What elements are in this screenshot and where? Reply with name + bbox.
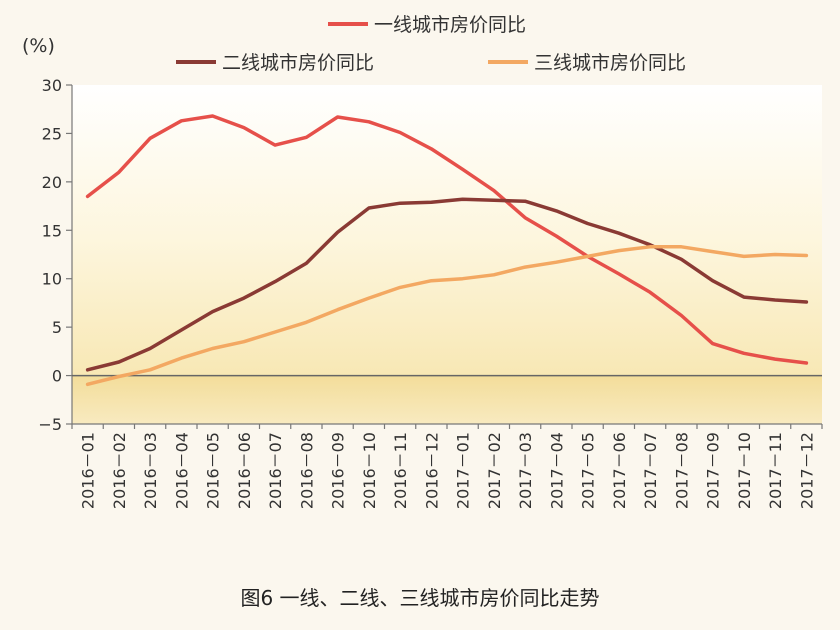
legend: 一线城市房价同比 二线城市房价同比 三线城市房价同比 xyxy=(176,14,686,74)
x-tick-label: 2016－05 xyxy=(204,432,223,509)
axes: −5 0 5 10 15 20 25 30 2016－01 2016－02 2016－03 2016－… xyxy=(38,76,823,509)
x-tick-label: 2017－08 xyxy=(672,432,691,509)
x-tick-label: 2016－01 xyxy=(79,432,98,509)
x-tick-label: 2017－10 xyxy=(735,432,754,509)
x-tick-label: 2017－03 xyxy=(516,432,535,509)
plot-area xyxy=(72,85,822,424)
x-tick-label: 2017－12 xyxy=(797,432,816,509)
x-tick-label: 2016－07 xyxy=(266,432,285,509)
x-tick-label: 2016－09 xyxy=(329,432,348,509)
x-tick-label: 2017－04 xyxy=(547,432,566,509)
figure-caption: 图6 一线、二线、三线城市房价同比走势 xyxy=(240,586,599,610)
legend-label-tier1: 一线城市房价同比 xyxy=(374,14,526,36)
y-tick-label: 5 xyxy=(52,318,62,337)
x-tick-label: 2017－11 xyxy=(766,432,785,509)
x-tick-label: 2017－01 xyxy=(454,432,473,509)
x-tick-label: 2016－12 xyxy=(422,432,441,509)
y-tick-label: 25 xyxy=(42,124,62,143)
x-tick-label: 2016－04 xyxy=(172,432,191,509)
negative-zone xyxy=(72,375,822,424)
legend-label-tier2: 二线城市房价同比 xyxy=(222,52,374,74)
x-tick-label: 2016－08 xyxy=(297,432,316,509)
y-axis-unit-label: (%) xyxy=(22,35,55,57)
y-tick-label: 15 xyxy=(42,221,62,240)
x-tick-label: 2017－06 xyxy=(610,432,629,509)
y-tick-label: −5 xyxy=(38,415,62,434)
series-line-1 xyxy=(85,114,809,365)
series-line-3 xyxy=(85,245,809,387)
y-tick-label: 20 xyxy=(42,173,62,192)
x-tick-label: 2016－03 xyxy=(141,432,160,509)
x-tick-label: 2016－11 xyxy=(391,432,410,509)
x-tick-label: 2016－02 xyxy=(110,432,129,509)
x-tick-label: 2016－06 xyxy=(235,432,254,509)
series-lines xyxy=(85,114,809,387)
x-tick-label: 2017－09 xyxy=(704,432,723,509)
x-tick-label: 2016－10 xyxy=(360,432,379,509)
series-line-2 xyxy=(85,197,809,372)
y-tick-label: 30 xyxy=(42,76,62,95)
x-tick-label: 2017－05 xyxy=(579,432,598,509)
x-tick-label: 2017－02 xyxy=(485,432,504,509)
y-tick-label: 10 xyxy=(42,270,62,289)
x-tick-label: 2017－07 xyxy=(641,432,660,509)
legend-label-tier3: 三线城市房价同比 xyxy=(534,52,686,74)
y-tick-label: 0 xyxy=(52,367,62,386)
